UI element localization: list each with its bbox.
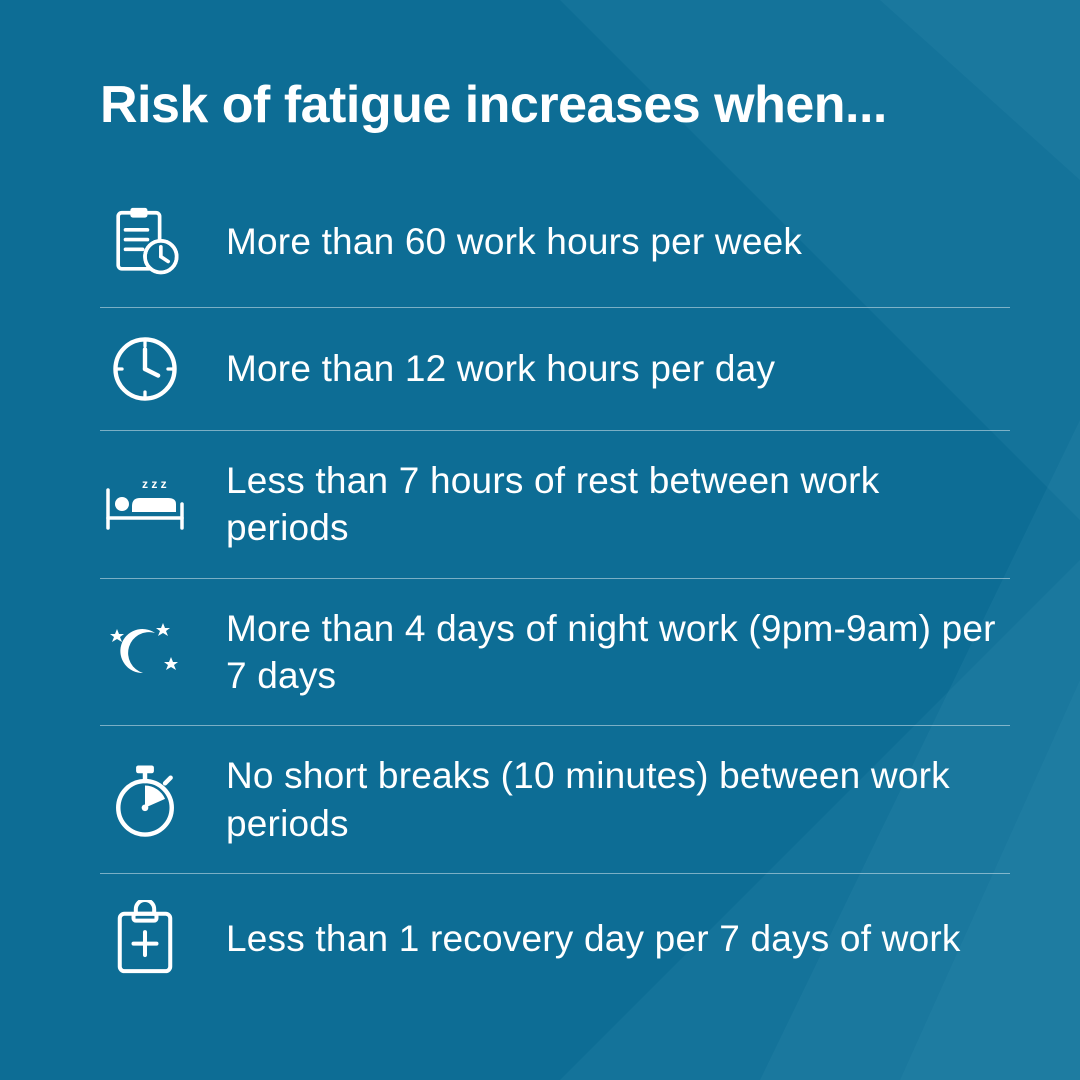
clipboard-clock-icon <box>100 203 190 281</box>
list-item-text: No short breaks (10 minutes) between wor… <box>226 752 1010 847</box>
list-item-text: More than 60 work hours per week <box>226 218 802 265</box>
infographic-content: Risk of fatigue increases when... More t… <box>0 0 1080 1004</box>
list-item-text: More than 4 days of night work (9pm-9am)… <box>226 605 1010 700</box>
list-item: Less than 1 recovery day per 7 days of w… <box>100 874 1010 1004</box>
risk-list: More than 60 work hours per week More th… <box>100 177 1010 1004</box>
list-item: No short breaks (10 minutes) between wor… <box>100 726 1010 874</box>
list-item-text: Less than 7 hours of rest between work p… <box>226 457 1010 552</box>
list-item: More than 60 work hours per week <box>100 177 1010 308</box>
svg-text:z z z: z z z <box>142 477 167 491</box>
list-item: More than 4 days of night work (9pm-9am)… <box>100 579 1010 727</box>
clock-icon <box>100 334 190 404</box>
list-item: z z z Less than 7 hours of rest between … <box>100 431 1010 579</box>
moon-stars-icon <box>100 615 190 689</box>
stopwatch-icon <box>100 761 190 839</box>
heading: Risk of fatigue increases when... <box>100 75 1010 135</box>
medical-clipboard-icon <box>100 900 190 978</box>
bed-sleep-icon: z z z <box>100 469 190 539</box>
list-item: More than 12 work hours per day <box>100 308 1010 431</box>
list-item-text: Less than 1 recovery day per 7 days of w… <box>226 915 961 962</box>
list-item-text: More than 12 work hours per day <box>226 345 775 392</box>
